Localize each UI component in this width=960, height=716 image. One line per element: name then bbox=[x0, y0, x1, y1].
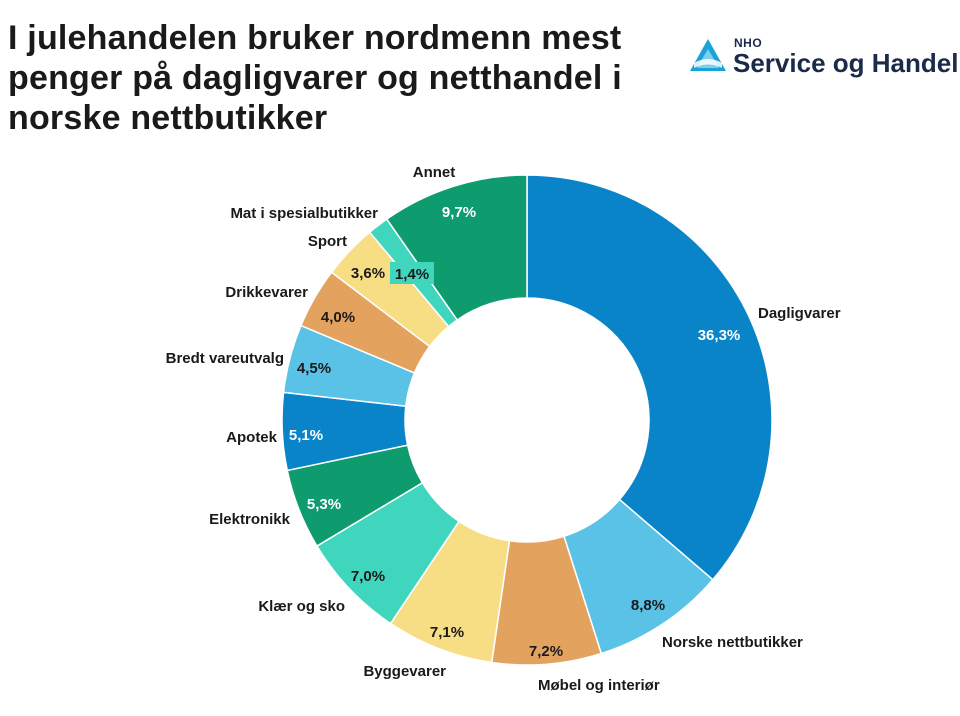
value-label-annet: 9,7% bbox=[442, 204, 476, 221]
category-label-apotek: Apotek bbox=[226, 429, 277, 446]
category-label-møbel-og-interiør: Møbel og interiør bbox=[538, 677, 660, 694]
title-line-2: penger på dagligvarer og netthandel i bbox=[8, 59, 622, 97]
value-label-bredt-vareutvalg: 4,5% bbox=[297, 360, 331, 377]
value-label-sport: 3,6% bbox=[351, 265, 385, 282]
value-label-dagligvarer: 36,3% bbox=[698, 327, 741, 344]
category-label-sport: Sport bbox=[308, 233, 347, 250]
category-label-klær-og-sko: Klær og sko bbox=[258, 598, 345, 615]
slice-dagligvarer bbox=[526, 174, 773, 581]
category-label-dagligvarer: Dagligvarer bbox=[758, 305, 841, 322]
category-label-byggevarer: Byggevarer bbox=[363, 663, 446, 680]
category-label-annet: Annet bbox=[413, 164, 456, 181]
value-label-apotek: 5,1% bbox=[289, 427, 323, 444]
slice-annet bbox=[385, 174, 528, 322]
value-label-mat-i-spesialbutikker: 1,4% bbox=[395, 266, 429, 283]
nho-logo: NHO Service og Handel bbox=[688, 34, 958, 82]
logo-small-text: NHO bbox=[734, 36, 763, 50]
value-label-møbel-og-interiør: 7,2% bbox=[529, 643, 563, 660]
value-label-drikkevarer: 4,0% bbox=[321, 309, 355, 326]
value-label-bg-mat-i-spesialbutikker bbox=[390, 262, 434, 284]
category-label-mat-i-spesialbutikker: Mat i spesialbutikker bbox=[230, 205, 378, 222]
value-label-norske-nettbutikker: 8,8% bbox=[631, 597, 665, 614]
chart-title: I julehandelen bruker nordmenn mest peng… bbox=[8, 18, 668, 138]
title-line-1: I julehandelen bruker nordmenn mest bbox=[8, 19, 622, 57]
title-line-3: norske nettbutikker bbox=[8, 99, 328, 137]
category-label-elektronikk: Elektronikk bbox=[209, 511, 291, 528]
value-label-byggevarer: 7,1% bbox=[430, 624, 464, 641]
category-label-norske-nettbutikker: Norske nettbutikker bbox=[662, 634, 803, 651]
category-label-bredt-vareutvalg: Bredt vareutvalg bbox=[166, 350, 284, 367]
nho-mark-icon bbox=[690, 39, 726, 71]
value-label-elektronikk: 5,3% bbox=[307, 496, 341, 513]
logo-brand-text: Service og Handel bbox=[733, 48, 959, 78]
value-label-klær-og-sko: 7,0% bbox=[351, 568, 385, 585]
category-label-drikkevarer: Drikkevarer bbox=[225, 284, 308, 301]
